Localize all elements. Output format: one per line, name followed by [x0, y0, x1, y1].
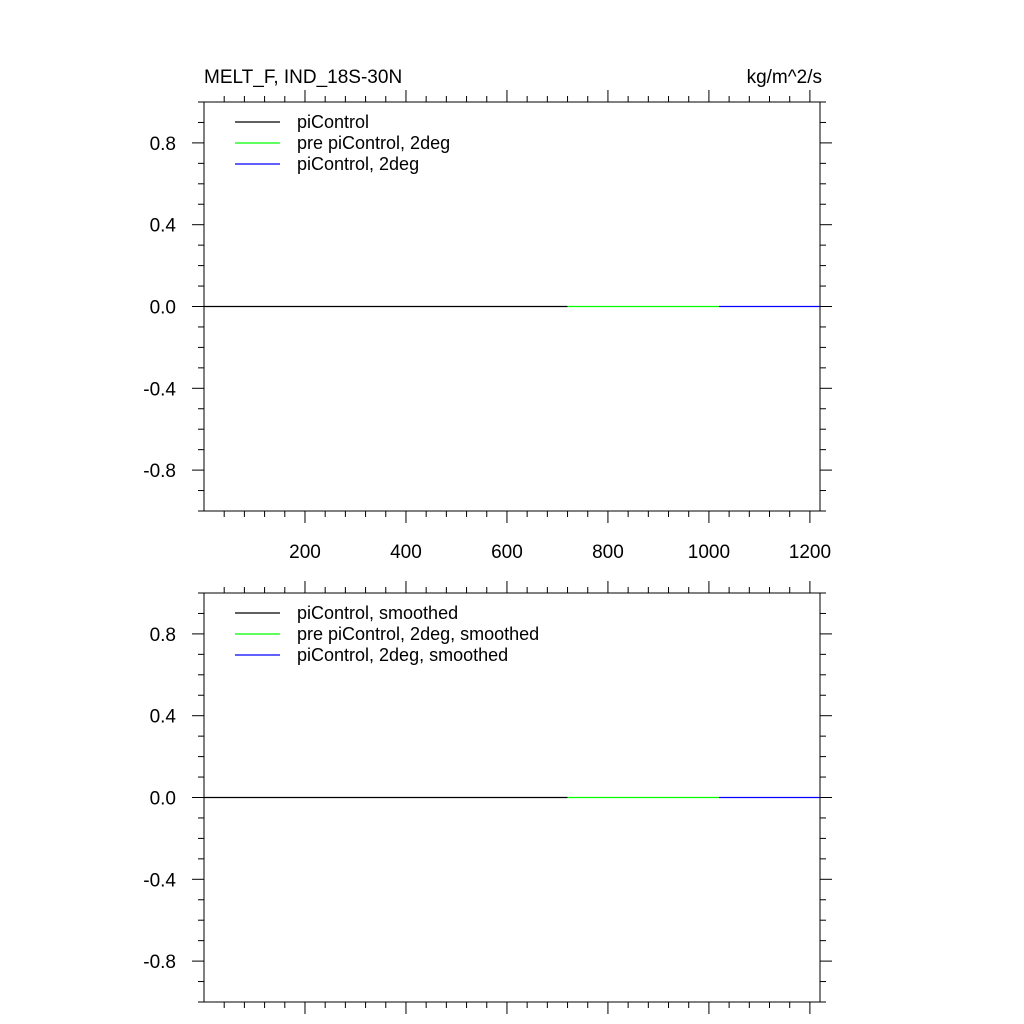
x-tick-label: 1200	[789, 542, 831, 563]
y-tick-label: 0.0	[150, 789, 176, 810]
x-tick-label: 200	[289, 542, 321, 563]
legend-label: piControl, 2deg	[297, 154, 419, 174]
legend-label: piControl, 2deg, smoothed	[297, 645, 508, 665]
y-tick-label: -0.4	[143, 870, 176, 891]
chart-title: MELT_F, IND_18S-30N	[204, 67, 402, 88]
y-tick-label: 0.0	[150, 298, 176, 319]
chart-panels: 0.8 0.4 0.0 -0.4 -0.8 200 400 600 800 1000 1200 piC…	[143, 90, 832, 1014]
legend-label: piControl	[297, 112, 369, 132]
y-tick-label: 0.8	[150, 625, 176, 646]
y-tick-label: 0.4	[150, 216, 177, 237]
panel-2: 0.8 0.4 0.0 -0.4 -0.8 piControl, smoothedpre …	[143, 581, 832, 1014]
x-tick-label: 800	[592, 542, 624, 563]
y-tick-label: 0.8	[150, 134, 176, 155]
legend-label: pre piControl, 2deg	[297, 133, 450, 153]
y-tick-label: 0.4	[150, 707, 177, 728]
y-tick-label: -0.4	[143, 379, 176, 400]
legend-label: piControl, smoothed	[297, 603, 458, 623]
y-tick-label: -0.8	[143, 461, 176, 482]
units-label: kg/m^2/s	[747, 67, 822, 88]
x-tick-label: 1000	[688, 542, 730, 563]
legend-label: pre piControl, 2deg, smoothed	[297, 624, 539, 644]
x-tick-label: 400	[390, 542, 422, 563]
y-tick-label: -0.8	[143, 952, 176, 973]
x-tick-label: 600	[491, 542, 523, 563]
panel-1: 0.8 0.4 0.0 -0.4 -0.8 200 400 600 800 1000 1200 piC…	[143, 90, 832, 563]
